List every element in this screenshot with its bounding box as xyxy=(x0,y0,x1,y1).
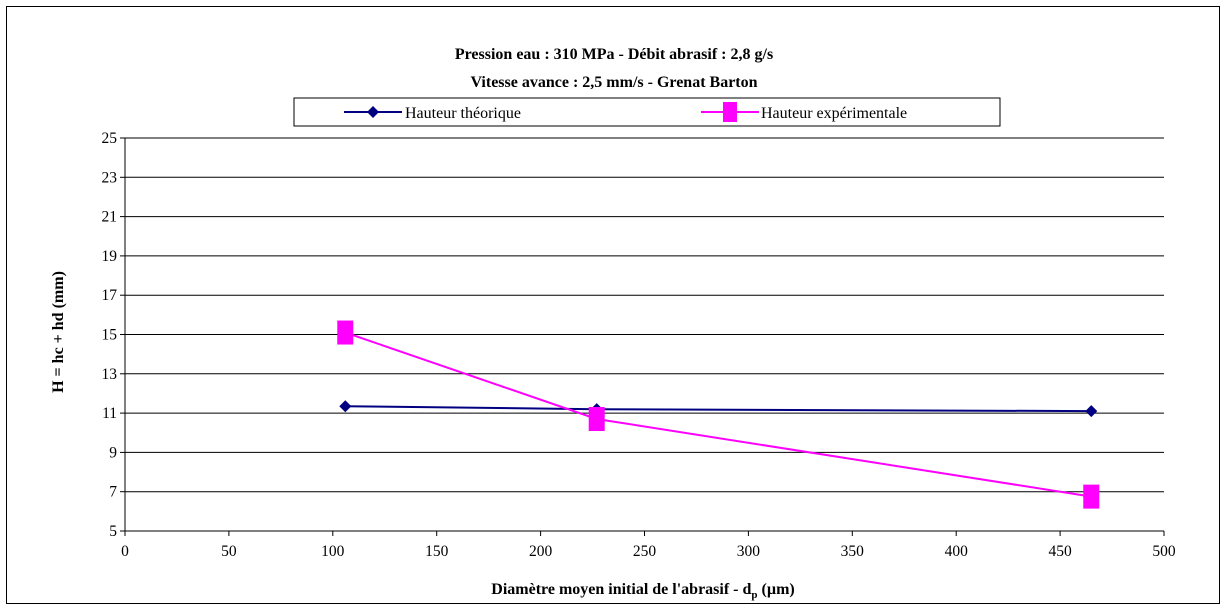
series-line-theoretical xyxy=(345,405,1092,413)
series-markers xyxy=(337,320,1100,509)
y-tick-label: 25 xyxy=(102,130,118,147)
axes xyxy=(124,138,1164,532)
y-tick-label: 11 xyxy=(102,405,117,422)
title-line-1: Pression eau : 310 MPa - Débit abrasif :… xyxy=(455,46,773,63)
y-axis-title: H = hc + hd (mm) xyxy=(50,271,67,393)
y-tick-label: 15 xyxy=(102,327,118,344)
y-tick-label: 21 xyxy=(102,209,118,226)
x-axis-title-unit: (µm) xyxy=(758,581,795,598)
chart-title: Pression eau : 310 MPa - Débit abrasif :… xyxy=(455,46,773,91)
y-tick-label: 17 xyxy=(102,287,118,304)
data-point-theoretical xyxy=(339,400,352,413)
x-tick-label: 350 xyxy=(841,543,865,560)
x-tick-label: 400 xyxy=(945,543,969,560)
legend-marker-theoretical xyxy=(367,106,379,118)
legend-label-experimental: Hauteur expérimentale xyxy=(761,105,907,122)
gridlines xyxy=(125,137,1164,493)
data-point-theoretical xyxy=(1085,405,1098,418)
y-axis-ticks: 5 7 9 11 13 15 17 19 21 23 25 xyxy=(102,130,125,540)
y-tick-label: 13 xyxy=(102,366,118,383)
legend-box xyxy=(293,97,1001,127)
legend-label-theoretical: Hauteur théorique xyxy=(405,105,521,122)
x-axis-title: Diamètre moyen initial de l'abrasif - dp… xyxy=(491,581,794,601)
series-lines xyxy=(344,331,1092,498)
y-tick-label: 7 xyxy=(109,484,117,501)
y-tick-label: 23 xyxy=(102,169,118,186)
chart-frame: Pression eau : 310 MPa - Débit abrasif :… xyxy=(6,6,1220,604)
legend-item-experimental: Hauteur expérimentale xyxy=(701,102,907,122)
x-axis-title-main: Diamètre moyen initial de l'abrasif - d xyxy=(491,581,751,598)
x-axis-title-subscript: p xyxy=(751,589,757,601)
x-tick-label: 450 xyxy=(1048,543,1072,560)
x-tick-label: 100 xyxy=(321,543,345,560)
series-line-experimental xyxy=(344,331,1092,498)
x-tick-label: 0 xyxy=(121,543,129,560)
line-chart: Pression eau : 310 MPa - Débit abrasif :… xyxy=(50,46,1176,601)
legend-item-theoretical: Hauteur théorique xyxy=(344,105,521,122)
data-point-experimental xyxy=(1083,484,1100,509)
legend: Hauteur théorique Hauteur expérimentale xyxy=(293,97,1001,127)
x-tick-label: 300 xyxy=(737,543,761,560)
legend-marker-experimental xyxy=(723,102,737,122)
data-point-experimental xyxy=(588,406,605,431)
x-axis-ticks: 0 50 100 150 200 250 300 350 400 450 500 xyxy=(121,531,1176,560)
x-tick-label: 200 xyxy=(529,543,553,560)
title-line-2: Vitesse avance : 2,5 mm/s - Grenat Barto… xyxy=(470,74,757,91)
x-tick-label: 50 xyxy=(221,543,237,560)
x-tick-label: 150 xyxy=(425,543,449,560)
x-tick-label: 500 xyxy=(1152,543,1176,560)
y-tick-label: 5 xyxy=(109,523,117,540)
y-tick-label: 9 xyxy=(109,444,117,461)
y-tick-label: 19 xyxy=(102,248,118,265)
data-point-experimental xyxy=(337,320,354,345)
x-tick-label: 250 xyxy=(633,543,657,560)
